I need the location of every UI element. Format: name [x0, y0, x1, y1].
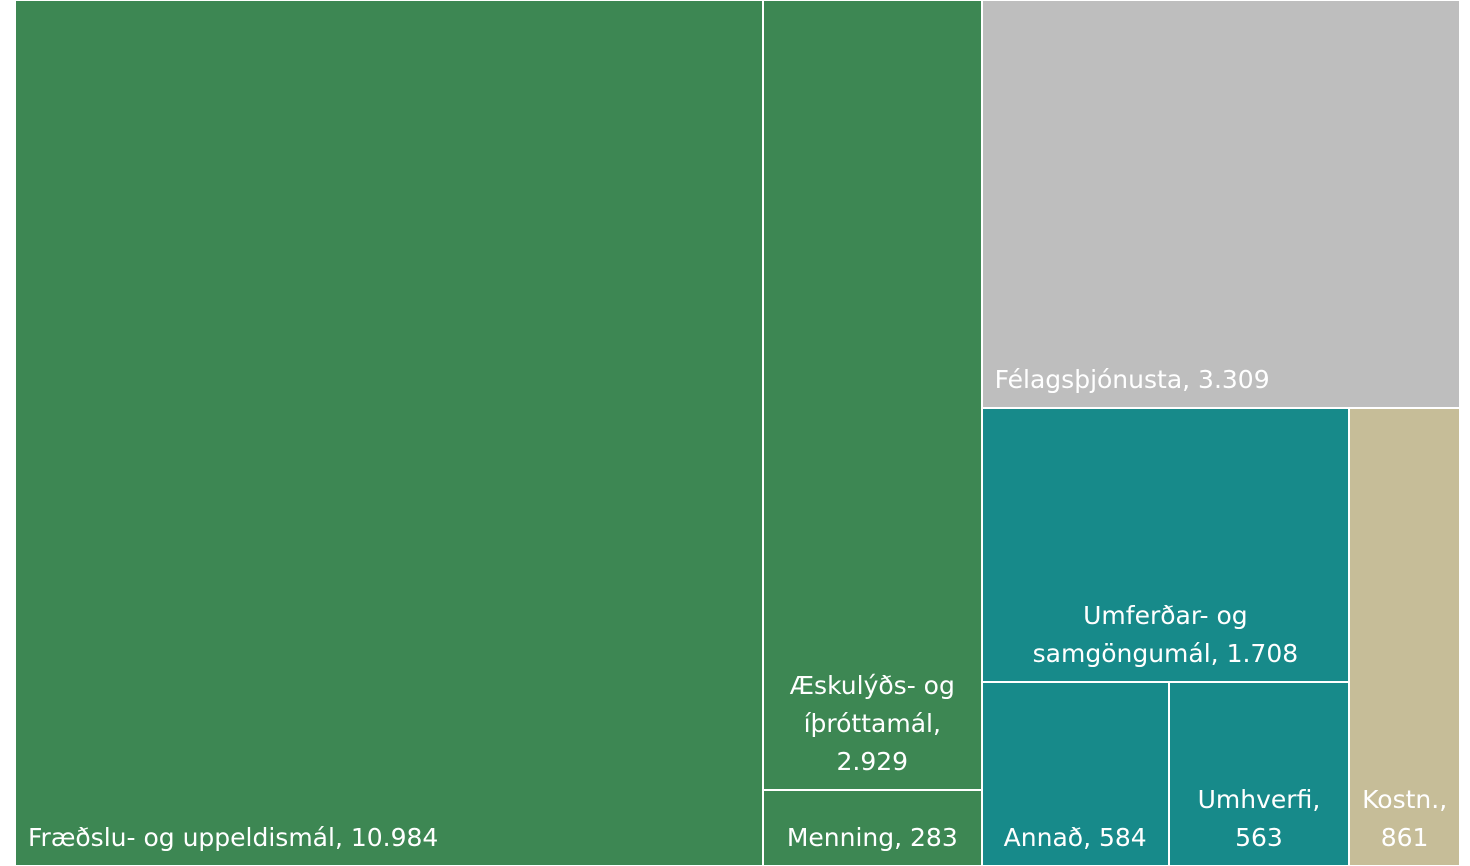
tile-label: Fræðslu- og uppeldismál, 10.984	[28, 819, 750, 857]
tile: Umferðar- og samgöngumál, 1.708	[981, 407, 1350, 682]
category-label: Menning,	[786, 822, 903, 852]
value-label: 3.309	[1198, 364, 1270, 394]
value-label: 1.708	[1226, 638, 1299, 668]
value-label: 584	[1098, 822, 1147, 852]
value-label: 563	[1235, 822, 1283, 852]
tile-label: Félagsþjónusta, 3.309	[995, 361, 1447, 399]
category-label: Félagsþjónusta,	[994, 364, 1191, 394]
value-label: 10.984	[350, 823, 439, 852]
category-label: Annað,	[1003, 822, 1092, 852]
category-label: Umhverfi,	[1197, 784, 1321, 814]
category-label: Kostn.,	[1362, 784, 1448, 814]
tile: Umhverfi, 563	[1168, 681, 1350, 866]
tile: Fræðslu- og uppeldismál, 10.984	[15, 0, 763, 866]
category-label: Fræðslu- og uppeldismál,	[28, 823, 343, 852]
category-label: Umferðar- og samgöngumál,	[1032, 600, 1248, 668]
value-label: 283	[910, 822, 958, 852]
tile-label: Umferðar- og samgöngumál, 1.708	[995, 597, 1337, 673]
tile-label: Æskulýðs- og íþróttamál, 2.929	[776, 667, 969, 781]
tile-label: Umhverfi, 563	[1182, 781, 1336, 857]
tile: Annað, 584	[981, 681, 1169, 866]
tile: Kostn., 861	[1349, 407, 1460, 866]
category-label: Æskulýðs- og íþróttamál,	[789, 670, 955, 738]
tile: Æskulýðs- og íþróttamál, 2.929	[762, 0, 982, 790]
tile: Menning, 283	[762, 789, 982, 866]
tile-label: Kostn., 861	[1362, 781, 1447, 857]
tile-label: Menning, 283	[776, 819, 969, 857]
tile: Félagsþjónusta, 3.309	[981, 0, 1460, 408]
tile-label: Annað, 584	[995, 819, 1156, 857]
value-label: 861	[1380, 822, 1429, 852]
value-label: 2.929	[836, 746, 909, 776]
